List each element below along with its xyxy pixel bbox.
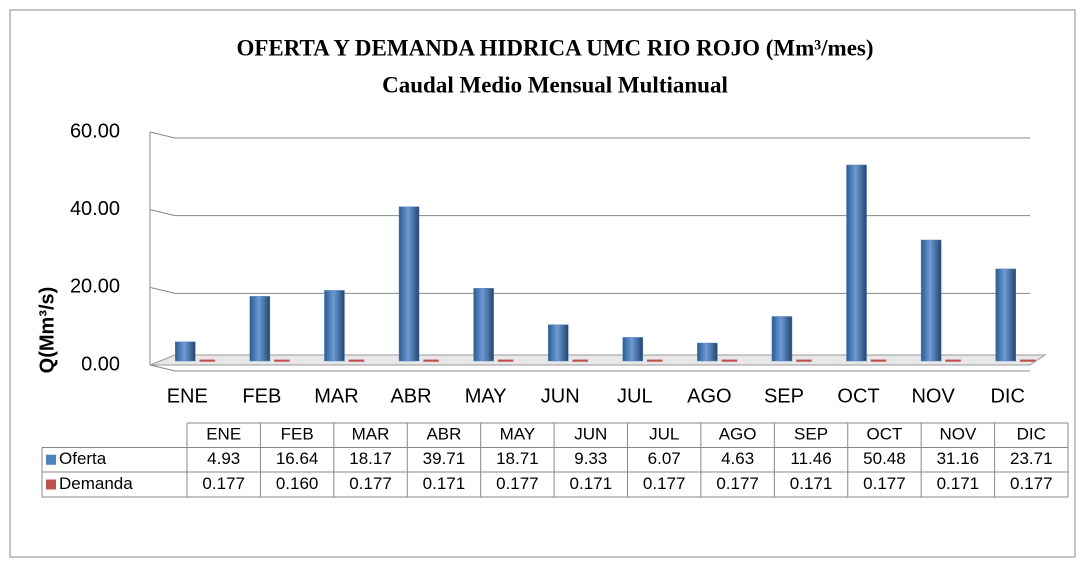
bar: [622, 337, 644, 362]
table-header: ABR: [426, 425, 461, 444]
table-value: 23.71: [1010, 449, 1053, 468]
table-header: FEB: [281, 425, 314, 444]
x-tick-label: SEP: [764, 385, 804, 407]
grid-line: [149, 286, 1030, 294]
bar: [398, 206, 420, 362]
bar: [945, 359, 961, 362]
table-value: 6.07: [648, 449, 681, 468]
table-value: 0.171: [790, 474, 833, 493]
table-value: 11.46: [790, 449, 831, 468]
bar: [846, 164, 867, 362]
x-tick-label: ENE: [167, 385, 208, 407]
bar: [796, 359, 812, 362]
bar: [721, 359, 738, 362]
bar: [697, 342, 718, 362]
table-value: 0.177: [716, 474, 759, 493]
x-tick-label: ABR: [390, 385, 431, 407]
x-tick-label: MAR: [314, 385, 358, 407]
bar: [348, 359, 365, 362]
x-tick-label: NOV: [911, 385, 955, 407]
table-value: 0.160: [276, 474, 319, 493]
bar: [199, 359, 216, 362]
table-header: NOV: [939, 425, 977, 444]
table-header: ENE: [206, 425, 241, 444]
table-value: 0.177: [496, 474, 539, 493]
table-header: MAR: [352, 425, 390, 444]
table-header: OCT: [867, 425, 903, 444]
bar: [647, 359, 663, 362]
bar: [473, 288, 494, 362]
y-tick-label: 20.00: [70, 276, 120, 298]
bar: [870, 359, 887, 362]
table-value: 0.171: [570, 474, 613, 493]
x-tick-label: OCT: [837, 385, 879, 407]
x-tick-label: AGO: [687, 385, 731, 407]
grid-line: [149, 209, 1030, 217]
bar: [423, 359, 439, 362]
y-axis-label: Q(Mm³/s): [36, 287, 58, 374]
table-value: 16.64: [276, 449, 319, 468]
y-tick-label: 40.00: [70, 198, 120, 220]
x-tick-label: JUL: [617, 385, 653, 407]
table-value: 50.48: [863, 449, 906, 468]
table-header: SEP: [794, 425, 828, 444]
bar: [547, 324, 569, 362]
table-value: 0.171: [423, 474, 466, 493]
legend-key: [46, 479, 56, 490]
table-value: 0.171: [937, 474, 980, 493]
table-value: 4.63: [721, 449, 754, 468]
table-value: 0.177: [349, 474, 392, 493]
x-tick-label: MAY: [465, 385, 507, 407]
table-value: 0.177: [202, 474, 245, 493]
table-header: JUN: [574, 425, 607, 444]
bar: [995, 268, 1016, 362]
grid-line: [149, 364, 1030, 372]
table-value: 18.71: [496, 449, 539, 468]
chart-subtitle: Caudal Medio Mensual Multianual: [382, 72, 728, 97]
bar: [1019, 359, 1036, 362]
bar: [497, 359, 514, 362]
table-value: 4.93: [207, 449, 240, 468]
chart-title: OFERTA Y DEMANDA HIDRICA UMC RIO ROJO (M…: [236, 35, 873, 60]
y-tick-label: 0.00: [81, 353, 120, 375]
table-value: 31.16: [937, 449, 980, 468]
bar: [324, 290, 345, 362]
table-header: DIC: [1017, 425, 1046, 444]
bar: [175, 341, 196, 362]
floor: [149, 354, 1047, 366]
bar: [249, 296, 271, 362]
bar: [572, 359, 588, 362]
grid-line: [149, 131, 1030, 139]
table-header: JUL: [649, 425, 679, 444]
legend-key: [46, 454, 56, 465]
x-tick-label: FEB: [242, 385, 281, 407]
legend-label: Demanda: [59, 474, 133, 493]
table-value: 39.71: [423, 449, 466, 468]
table-value: 0.177: [1010, 474, 1053, 493]
x-tick-label: JUN: [541, 385, 580, 407]
legend-label: Oferta: [59, 449, 107, 468]
bar: [920, 239, 942, 362]
table-header: MAY: [500, 425, 536, 444]
table-value: 18.17: [349, 449, 392, 468]
x-tick-label: DIC: [990, 385, 1024, 407]
y-tick-label: 60.00: [70, 120, 120, 142]
table-header: AGO: [719, 425, 757, 444]
bar: [771, 316, 793, 362]
table-value: 0.177: [863, 474, 906, 493]
table-value: 9.33: [574, 449, 607, 468]
table-value: 0.177: [643, 474, 686, 493]
bar: [274, 359, 290, 362]
